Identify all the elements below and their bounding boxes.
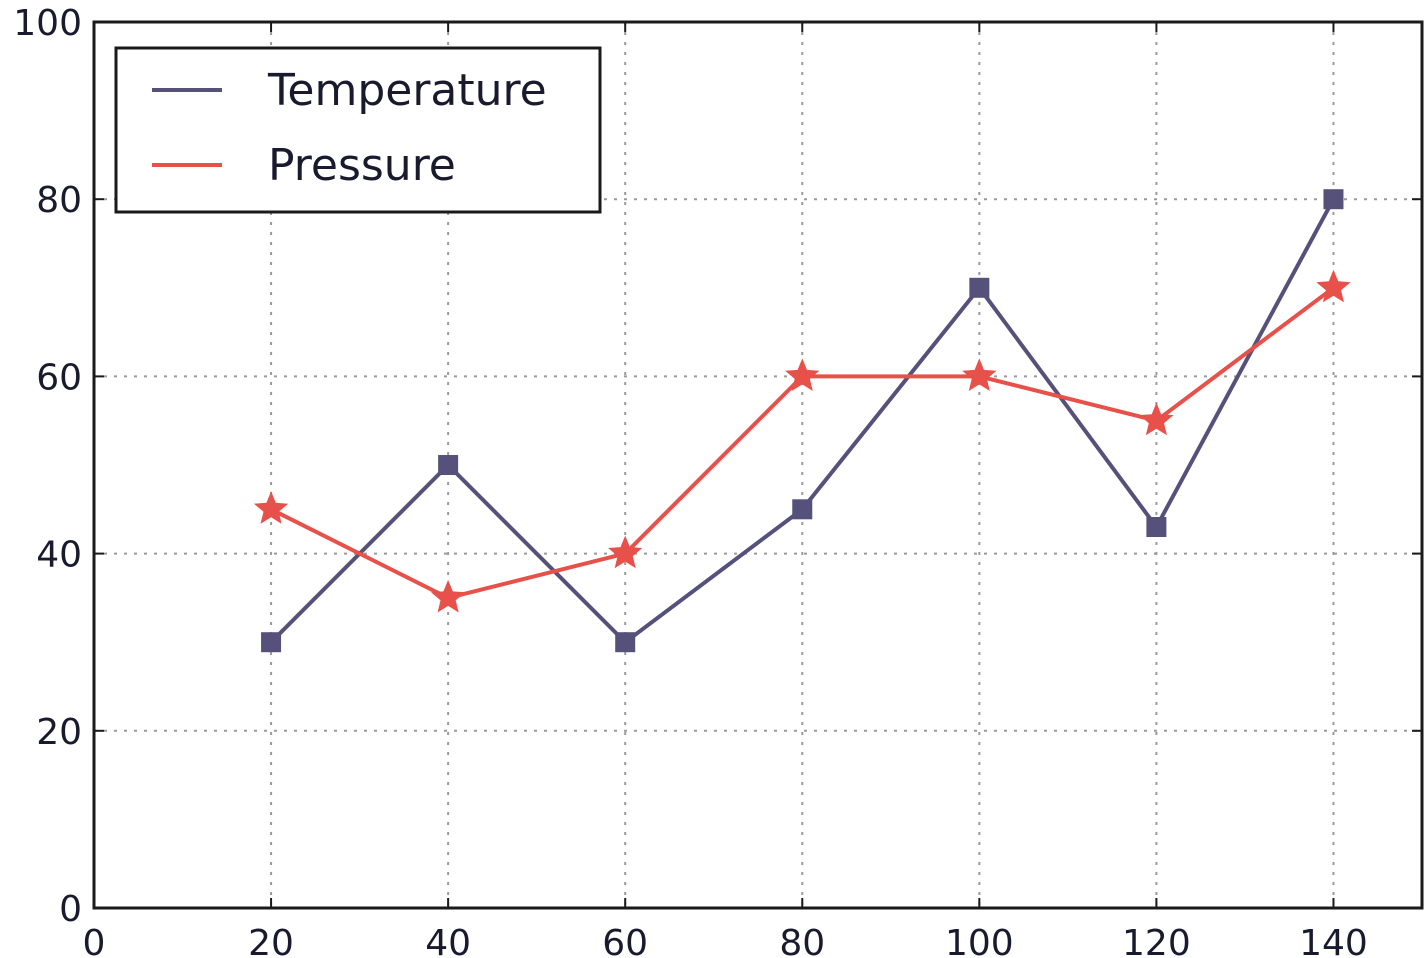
y-tick-label: 60: [36, 357, 82, 398]
y-tick-label: 20: [36, 712, 82, 753]
x-tick-label: 20: [248, 923, 294, 958]
pressure-point: [608, 535, 643, 569]
x-tick-label: 40: [425, 923, 471, 958]
legend: Temperature Pressure: [114, 46, 602, 214]
x-tick-label: 140: [1299, 923, 1368, 958]
pressure-point: [962, 358, 997, 391]
y-tick-label: 80: [36, 180, 82, 221]
pressure-point: [431, 579, 466, 613]
x-tick-label: 80: [779, 923, 825, 958]
pressure-point: [1139, 402, 1174, 436]
y-axis: 0 20 40 60 80 100: [13, 3, 1422, 930]
temperature-point: [438, 455, 459, 475]
temperature-point: [261, 632, 282, 653]
plot-frame: [92, 20, 1424, 910]
temperature-point: [1323, 189, 1344, 210]
x-tick-label: 60: [602, 923, 648, 958]
temperature-point: [792, 499, 813, 520]
series-layer: [253, 189, 1351, 653]
legend-box: [114, 46, 602, 214]
x-tick-label: 0: [83, 923, 106, 958]
legend-label-temperature: Temperature: [267, 65, 547, 116]
x-tick-label: 120: [1122, 923, 1191, 958]
pressure-point: [785, 358, 820, 391]
legend-label-pressure: Pressure: [268, 140, 456, 191]
temperature-point: [969, 277, 990, 298]
pressure-point: [1316, 269, 1351, 303]
temperature-line: [269, 198, 1336, 645]
temperature-point: [1146, 517, 1167, 538]
x-axis: 0 20 40 60 80 100 120 140: [83, 22, 1368, 958]
x-tick-label: 100: [945, 923, 1014, 958]
y-tick-label: 0: [59, 889, 82, 930]
pressure-point: [253, 491, 289, 524]
y-tick-label: 100: [13, 3, 82, 44]
y-tick-label: 40: [36, 535, 82, 576]
temperature-point: [615, 632, 636, 653]
